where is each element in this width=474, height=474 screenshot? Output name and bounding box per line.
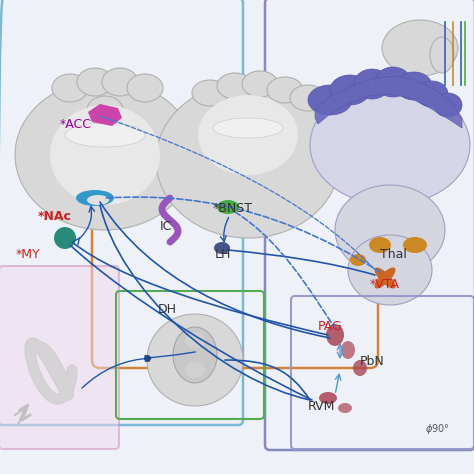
Ellipse shape — [375, 67, 411, 97]
Ellipse shape — [374, 267, 395, 289]
Ellipse shape — [52, 74, 88, 102]
Ellipse shape — [185, 362, 205, 378]
Ellipse shape — [15, 80, 195, 230]
Ellipse shape — [310, 85, 470, 205]
Text: LH: LH — [215, 248, 231, 261]
Ellipse shape — [267, 77, 303, 103]
Text: PAG: PAG — [318, 320, 343, 333]
Ellipse shape — [308, 85, 352, 115]
Text: PbN: PbN — [360, 355, 385, 368]
Ellipse shape — [192, 80, 228, 106]
Ellipse shape — [102, 68, 138, 96]
Ellipse shape — [369, 237, 391, 253]
Ellipse shape — [290, 85, 326, 111]
FancyBboxPatch shape — [0, 266, 119, 449]
Polygon shape — [88, 104, 122, 126]
Ellipse shape — [348, 235, 432, 305]
Ellipse shape — [430, 37, 454, 73]
Ellipse shape — [416, 81, 448, 107]
Ellipse shape — [217, 200, 239, 214]
Ellipse shape — [127, 74, 163, 102]
Ellipse shape — [198, 95, 298, 175]
Ellipse shape — [156, 82, 340, 238]
Ellipse shape — [185, 332, 205, 348]
Ellipse shape — [77, 68, 113, 96]
Ellipse shape — [382, 20, 458, 76]
Text: *ACC: *ACC — [60, 118, 92, 131]
Ellipse shape — [341, 341, 355, 359]
Ellipse shape — [354, 69, 390, 99]
Ellipse shape — [396, 72, 432, 100]
Ellipse shape — [434, 93, 462, 117]
Ellipse shape — [213, 118, 283, 138]
Ellipse shape — [374, 267, 395, 289]
Text: *MY: *MY — [16, 248, 41, 261]
Polygon shape — [315, 76, 462, 128]
Text: Thal: Thal — [380, 248, 407, 261]
Ellipse shape — [87, 96, 123, 124]
Text: RVM: RVM — [308, 400, 336, 413]
Ellipse shape — [338, 403, 352, 413]
Ellipse shape — [54, 227, 76, 249]
Ellipse shape — [326, 324, 344, 346]
Ellipse shape — [350, 254, 366, 266]
Ellipse shape — [330, 75, 370, 105]
Ellipse shape — [353, 360, 367, 376]
Ellipse shape — [173, 327, 217, 383]
Ellipse shape — [147, 314, 243, 406]
Text: DH: DH — [158, 303, 177, 316]
Text: *NAc: *NAc — [38, 210, 72, 223]
Ellipse shape — [76, 190, 114, 206]
Text: IC: IC — [160, 220, 173, 233]
Text: *BNST: *BNST — [213, 202, 253, 215]
Ellipse shape — [403, 237, 427, 253]
Ellipse shape — [217, 73, 253, 99]
Ellipse shape — [87, 195, 109, 205]
Ellipse shape — [50, 105, 160, 205]
Text: $\phi$90°: $\phi$90° — [425, 422, 450, 436]
Text: *VTA: *VTA — [370, 278, 400, 291]
Ellipse shape — [242, 71, 278, 97]
Ellipse shape — [319, 392, 337, 404]
Ellipse shape — [214, 242, 230, 254]
Ellipse shape — [65, 123, 145, 147]
Ellipse shape — [335, 185, 445, 275]
